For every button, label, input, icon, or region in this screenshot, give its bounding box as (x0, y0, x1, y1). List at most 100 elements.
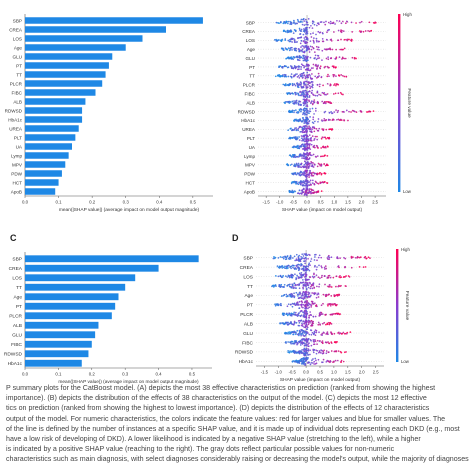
shap-dot (302, 157, 305, 160)
shap-dot (308, 112, 310, 115)
shap-dot (339, 257, 341, 259)
shap-dot (320, 311, 323, 314)
shap-dot (328, 75, 330, 78)
shap-dot (311, 86, 314, 89)
shap-dot (309, 56, 312, 59)
shap-dot (288, 276, 291, 279)
shap-dot (294, 49, 297, 51)
shap-dot (344, 22, 347, 25)
shap-dot (303, 338, 305, 340)
shap-dot (307, 158, 310, 161)
shap-dot (360, 31, 362, 33)
shap-dot (302, 362, 304, 364)
shap-dot (277, 266, 280, 269)
colorbar-label: Feature value (406, 88, 412, 118)
x-tick-label: 0.3 (123, 200, 130, 205)
shap-dot (367, 30, 369, 32)
shap-dot (300, 93, 303, 96)
tick-label-los: LOS (12, 276, 22, 282)
shap-dot (310, 139, 313, 142)
shap-dot (311, 135, 314, 137)
shap-dot (327, 21, 330, 24)
shap-dot (336, 359, 339, 362)
shap-dot (300, 272, 303, 274)
tick-label-rdwsd: RDWSD (4, 352, 23, 358)
shap-dot (292, 154, 294, 156)
shap-dot (313, 332, 316, 335)
shap-dot (317, 276, 320, 279)
shap-dot (322, 358, 325, 361)
shap-dot (307, 257, 309, 260)
shap-dot (327, 255, 330, 258)
shap-dot (288, 49, 291, 52)
tick-label-plcr: PLCR (243, 83, 256, 88)
tick-label-hct: HCT (246, 180, 256, 185)
shap-dot (340, 351, 343, 354)
shap-dot (329, 284, 331, 286)
shap-dot (343, 38, 346, 41)
shap-dot (317, 40, 320, 43)
shap-dot (304, 339, 307, 342)
shap-dot (293, 128, 296, 131)
shap-dot (315, 268, 318, 271)
shap-dot (345, 351, 347, 353)
shap-dot (294, 341, 296, 343)
shap-dot (312, 351, 315, 354)
bar-age (25, 293, 119, 301)
shap-dot (337, 350, 340, 352)
shap-dot (343, 275, 345, 278)
shap-dot (360, 20, 363, 23)
tick-label-age: Age (247, 47, 256, 52)
shap-dot (305, 270, 307, 272)
shap-dot (290, 66, 293, 69)
shap-dot (304, 305, 307, 307)
shap-dot (311, 77, 314, 80)
shap-dot (308, 134, 311, 136)
shap-dot (370, 29, 372, 32)
shap-dot (292, 58, 294, 61)
tick-label-lymp: Lymp (244, 154, 256, 159)
shap-dot (297, 275, 299, 278)
shap-dot (299, 33, 301, 35)
shap-dot (309, 143, 311, 145)
x-tick-label: 0.5 (318, 200, 324, 205)
shap-dot (306, 295, 309, 298)
caption-line: tics on prediction (ranked from showing … (6, 404, 430, 413)
shap-dot (295, 321, 298, 324)
shap-dot (290, 286, 293, 289)
shap-dot (305, 279, 307, 282)
shap-dot (321, 322, 324, 325)
colorbar (398, 14, 401, 192)
shap-dot (285, 265, 288, 268)
shap-dot (289, 314, 292, 316)
shap-dot (357, 256, 359, 259)
shap-dot (334, 23, 336, 25)
shap-dot (297, 127, 300, 130)
shap-dot (353, 57, 356, 60)
shap-dot (312, 93, 314, 96)
shap-dot (295, 277, 297, 279)
shap-dot (303, 131, 305, 134)
shap-dot (312, 116, 315, 119)
shap-dot (330, 111, 332, 113)
shap-dot (310, 67, 313, 69)
shap-dot (303, 344, 306, 347)
tick-label-rdwsd: RDWSD (5, 108, 23, 113)
shap-dot (299, 30, 302, 32)
shap-dot (308, 138, 310, 140)
shap-dot (351, 30, 354, 33)
shap-dot (310, 329, 313, 332)
shap-dot (294, 93, 297, 96)
shap-dot (331, 22, 333, 25)
shap-dot (374, 21, 377, 24)
shap-dot (298, 181, 300, 184)
shap-dot (341, 74, 344, 77)
shap-dot (301, 332, 304, 334)
bar-glu (25, 331, 96, 339)
shap-dot (308, 147, 311, 150)
shap-dot (303, 20, 306, 22)
shap-dot (289, 23, 291, 25)
shap-dot (331, 48, 334, 51)
tick-label-hba1c: HbA1c (241, 118, 255, 123)
shap-dot (312, 191, 315, 194)
